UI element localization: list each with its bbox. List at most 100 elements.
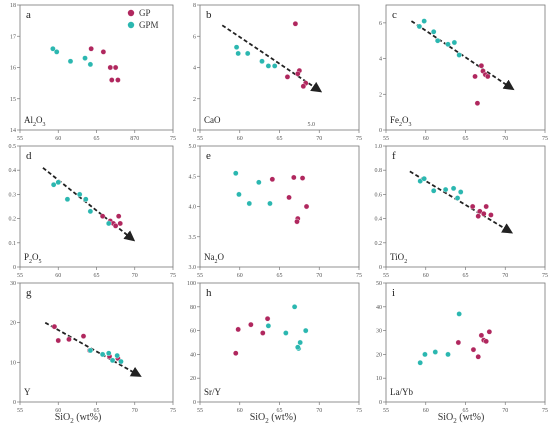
data-point-gpm	[294, 344, 301, 351]
data-point-gpm	[82, 196, 89, 203]
data-point-gpm	[109, 357, 116, 364]
data-point-gp	[470, 346, 477, 353]
panel-c: 55 60 65 70 75 0 2 4 6 c Fe2O3	[379, 4, 548, 142]
x-tick-label: 75	[170, 273, 176, 279]
y-tick-label: 20	[190, 376, 196, 382]
svg-text:SiO2 (wt%): SiO2 (wt%)	[55, 412, 102, 425]
panel-letter: i	[392, 287, 395, 299]
x-tick-label: 60	[237, 273, 243, 279]
data-point-gpm	[244, 50, 251, 57]
panel-letter: g	[26, 287, 32, 299]
x-tick-label: 65	[94, 408, 100, 414]
panel-d: 55 60 65 70 75 0 0.1 0.2 0.3 0.4 0.5 d P2O5	[9, 144, 177, 279]
data-point-gp	[300, 83, 307, 90]
data-point-gp	[469, 203, 476, 210]
data-point-gpm	[416, 23, 423, 30]
data-point-gp	[303, 203, 310, 210]
data-point-gpm	[456, 311, 462, 317]
y-tick-label: 80	[190, 305, 196, 311]
y-tick-label: 0.8	[375, 168, 383, 174]
data-point-gpm	[87, 61, 94, 68]
y-tick-label: 0.4	[9, 168, 17, 174]
y-tick-label: 0.4	[375, 217, 383, 223]
x-tick-label: 65	[463, 408, 469, 414]
data-point-gpm	[302, 327, 309, 334]
data-point-gp	[109, 77, 115, 83]
y-tick-label: 10	[376, 376, 382, 382]
panel-h: 55 60 65 70 75 0 20 40 60 80 100 h Sr/Y	[187, 281, 362, 414]
x-tick-label: 55	[383, 273, 389, 279]
panel-letter: e	[206, 150, 211, 162]
legend-gp-marker	[127, 9, 135, 17]
data-point-gpm	[246, 200, 253, 207]
data-point-gpm	[421, 18, 427, 24]
x-tick-label: 75	[356, 273, 362, 279]
panel-frame	[19, 282, 174, 403]
x-axis-label-left: SiO2 (wt%)	[55, 412, 102, 425]
y-tick-label: 16	[10, 66, 16, 72]
data-point-gpm	[417, 359, 423, 366]
x-tick-label: 60	[423, 136, 429, 142]
y-tick-label: 30	[10, 281, 16, 287]
panel-letter: c	[392, 9, 397, 21]
y-tick-label: 4	[193, 66, 196, 72]
data-point-gp	[291, 174, 297, 181]
element-label: Na2O	[204, 252, 225, 265]
data-point-gp	[455, 339, 462, 346]
data-point-gp	[115, 77, 121, 83]
data-point-gp	[286, 194, 292, 201]
data-point-gpm	[450, 185, 457, 192]
x-tick-label: 75	[542, 408, 548, 414]
y-tick-label: 0.6	[375, 192, 383, 198]
x-tick-label: 75	[170, 136, 176, 142]
data-point-gpm	[432, 349, 439, 355]
y-tick-label: 20	[376, 352, 382, 358]
panel-f: 55 60 65 70 75 0 0.2 0.4 0.6 0.8 1.0 f TiO2	[375, 144, 549, 279]
data-point-gp	[483, 203, 489, 210]
panel-b: 55 60 65 70 75 0 2 4 6 8 b CaO 5.0	[193, 3, 362, 142]
legend-gpm-label: GPM	[139, 20, 159, 30]
data-point-gp	[115, 213, 122, 219]
y-tick-label: 0	[379, 128, 382, 134]
y-tick-label: 4.5	[189, 174, 197, 180]
data-point-gpm	[451, 39, 458, 46]
x-tick-label: 75	[542, 136, 548, 142]
data-point-gpm	[256, 179, 262, 186]
data-point-gp	[269, 176, 276, 183]
x-tick-label: 60	[237, 408, 243, 414]
data-point-gpm	[291, 303, 298, 310]
data-point-gpm	[265, 323, 272, 329]
data-point-gpm	[233, 44, 240, 50]
y-tick-label: 5.0	[189, 144, 197, 150]
x-tick-label: 75	[356, 408, 362, 414]
x-tick-label: 70	[132, 408, 138, 414]
x-tick-label: 70	[132, 273, 138, 279]
y-tick-label: 0.2	[375, 241, 383, 247]
data-point-gpm	[67, 58, 74, 65]
data-point-gpm	[445, 351, 451, 358]
y-tick-label: 0.3	[9, 192, 17, 198]
panel-frame	[199, 4, 360, 131]
y-tick-label: 2	[193, 97, 196, 103]
data-point-gp	[117, 220, 124, 227]
data-point-gpm	[456, 52, 462, 58]
x-tick-label: 870	[130, 136, 139, 142]
element-label: P2O5	[24, 252, 42, 265]
data-point-gp	[100, 49, 107, 55]
y-tick-label: 6	[193, 34, 196, 40]
x-tick-label: 65	[277, 136, 283, 142]
panel-letter: a	[26, 9, 31, 21]
x-tick-label: 60	[423, 408, 429, 414]
data-point-gpm	[55, 179, 62, 186]
y-tick-label: 1.0	[375, 144, 383, 150]
data-point-gpm	[232, 170, 239, 177]
data-point-gpm	[50, 45, 56, 52]
y-tick-label: 30	[376, 329, 382, 335]
data-point-gp	[284, 74, 291, 80]
panel-frame	[19, 145, 174, 268]
data-point-gp	[484, 73, 491, 80]
data-point-gp	[478, 62, 485, 69]
data-point-gp	[474, 100, 481, 107]
y-tick-label: 4.0	[189, 205, 197, 211]
